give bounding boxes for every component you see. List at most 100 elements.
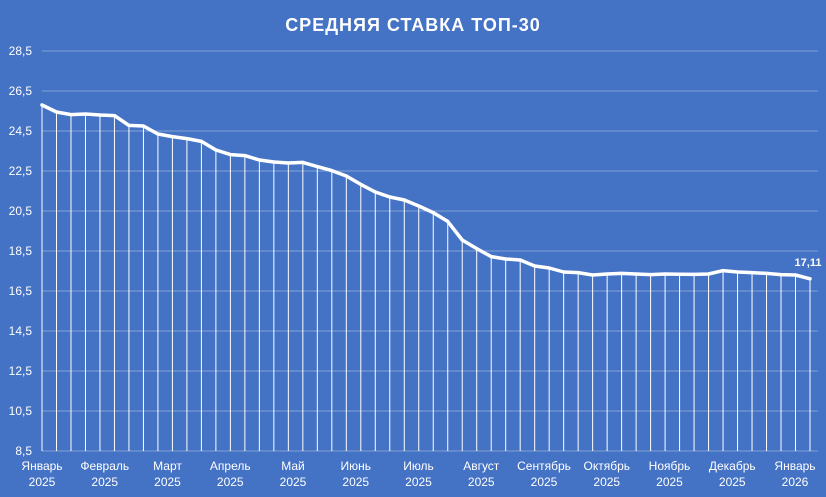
y-tick-label: 24,5 xyxy=(9,124,33,138)
data-point xyxy=(431,211,435,215)
y-tick-label: 22,5 xyxy=(9,164,33,178)
x-tick-year: 2025 xyxy=(91,475,118,489)
data-point xyxy=(620,271,624,275)
y-tick-label: 20,5 xyxy=(9,204,33,218)
y-tick-label: 14,5 xyxy=(9,324,33,338)
x-tick-year: 2025 xyxy=(468,475,495,489)
x-tick-month: Февраль xyxy=(80,459,129,473)
data-point xyxy=(388,195,392,199)
drop-lines xyxy=(41,105,811,451)
data-point xyxy=(402,198,406,202)
chart-title: СРЕДНЯЯ СТАВКА ТОП-30 xyxy=(285,15,541,35)
grid-layer xyxy=(42,50,818,452)
x-tick-month: Март xyxy=(153,459,182,473)
series-layer xyxy=(40,103,812,281)
data-point xyxy=(779,273,783,277)
data-point xyxy=(692,272,696,276)
x-tick-month: Январь xyxy=(21,459,62,473)
series-line xyxy=(40,103,812,281)
x-tick-year: 2025 xyxy=(154,475,181,489)
data-point xyxy=(576,271,580,275)
data-point xyxy=(518,258,522,262)
data-point xyxy=(344,174,348,178)
x-tick-year: 2025 xyxy=(405,475,432,489)
data-point xyxy=(649,273,653,277)
data-point xyxy=(199,139,203,143)
data-point xyxy=(69,113,73,117)
data-point xyxy=(533,264,537,268)
y-tick-label: 10,5 xyxy=(9,404,33,418)
data-point xyxy=(706,272,711,276)
x-tick-year: 2025 xyxy=(280,475,307,489)
x-tick-month: Ноябрь xyxy=(649,459,691,473)
last-value-label: 17,11 xyxy=(795,257,822,269)
data-point xyxy=(54,110,59,114)
data-point xyxy=(286,161,290,165)
data-point xyxy=(547,266,551,270)
y-tick-label: 26,5 xyxy=(9,84,33,98)
x-tick-year: 2025 xyxy=(593,475,620,489)
data-point xyxy=(489,255,493,259)
x-tick-month: Август xyxy=(463,459,500,473)
data-point xyxy=(460,238,464,242)
x-axis: Январь 2025 Февраль 2025 Март 2025 Апрель 2025 М… xyxy=(21,459,815,489)
data-point xyxy=(214,148,218,152)
x-tick-month: Июнь xyxy=(340,459,371,473)
x-tick-month: Октябрь xyxy=(583,459,630,473)
data-point xyxy=(272,160,276,164)
data-point xyxy=(83,112,88,116)
x-tick-year: 2025 xyxy=(531,475,558,489)
data-point xyxy=(634,272,638,276)
x-tick-month: Сентябрь xyxy=(517,459,571,473)
x-tick-year: 2026 xyxy=(782,475,809,489)
data-point xyxy=(735,270,740,274)
data-point xyxy=(228,153,232,157)
data-point xyxy=(721,269,725,273)
x-tick-year: 2025 xyxy=(29,475,56,489)
data-point xyxy=(243,154,247,158)
data-point xyxy=(504,257,508,261)
x-tick-month: Апрель xyxy=(210,459,251,473)
y-tick-label: 18,5 xyxy=(9,244,33,258)
x-tick-month: Декабрь xyxy=(709,459,756,473)
data-point xyxy=(156,132,160,136)
data-point xyxy=(98,113,102,117)
y-axis: 8,5 10,5 12,5 14,5 16,5 18,5 20,5 22,5 24,5 26,5 2… xyxy=(9,44,33,458)
y-tick-label: 12,5 xyxy=(9,364,33,378)
x-tick-year: 2025 xyxy=(719,475,746,489)
y-tick-label: 8,5 xyxy=(15,444,32,458)
data-point xyxy=(562,270,566,274)
data-point xyxy=(127,123,131,127)
data-point xyxy=(315,165,319,169)
data-point xyxy=(330,169,334,173)
x-tick-month: Июль xyxy=(403,459,434,473)
data-point xyxy=(141,124,146,128)
data-point xyxy=(301,160,305,164)
data-point xyxy=(359,182,363,186)
data-point xyxy=(808,277,812,281)
data-point xyxy=(605,272,609,276)
data-point xyxy=(764,271,769,275)
data-point xyxy=(677,272,682,276)
data-point xyxy=(663,272,667,276)
data-point xyxy=(185,137,189,141)
data-point xyxy=(170,135,175,139)
data-point xyxy=(750,271,754,275)
data-point xyxy=(257,158,261,162)
data-point xyxy=(417,204,421,208)
y-tick-label: 16,5 xyxy=(9,284,33,298)
data-point xyxy=(373,190,377,194)
data-point xyxy=(591,273,595,277)
data-point xyxy=(40,103,44,107)
data-point xyxy=(112,114,117,118)
x-tick-month: Май xyxy=(281,459,305,473)
data-point xyxy=(446,219,450,223)
x-tick-year: 2025 xyxy=(656,475,683,489)
data-point xyxy=(793,273,798,277)
x-tick-year: 2025 xyxy=(217,475,244,489)
x-tick-year: 2025 xyxy=(342,475,369,489)
x-tick-month: Январь xyxy=(774,459,815,473)
y-tick-label: 28,5 xyxy=(9,44,33,58)
